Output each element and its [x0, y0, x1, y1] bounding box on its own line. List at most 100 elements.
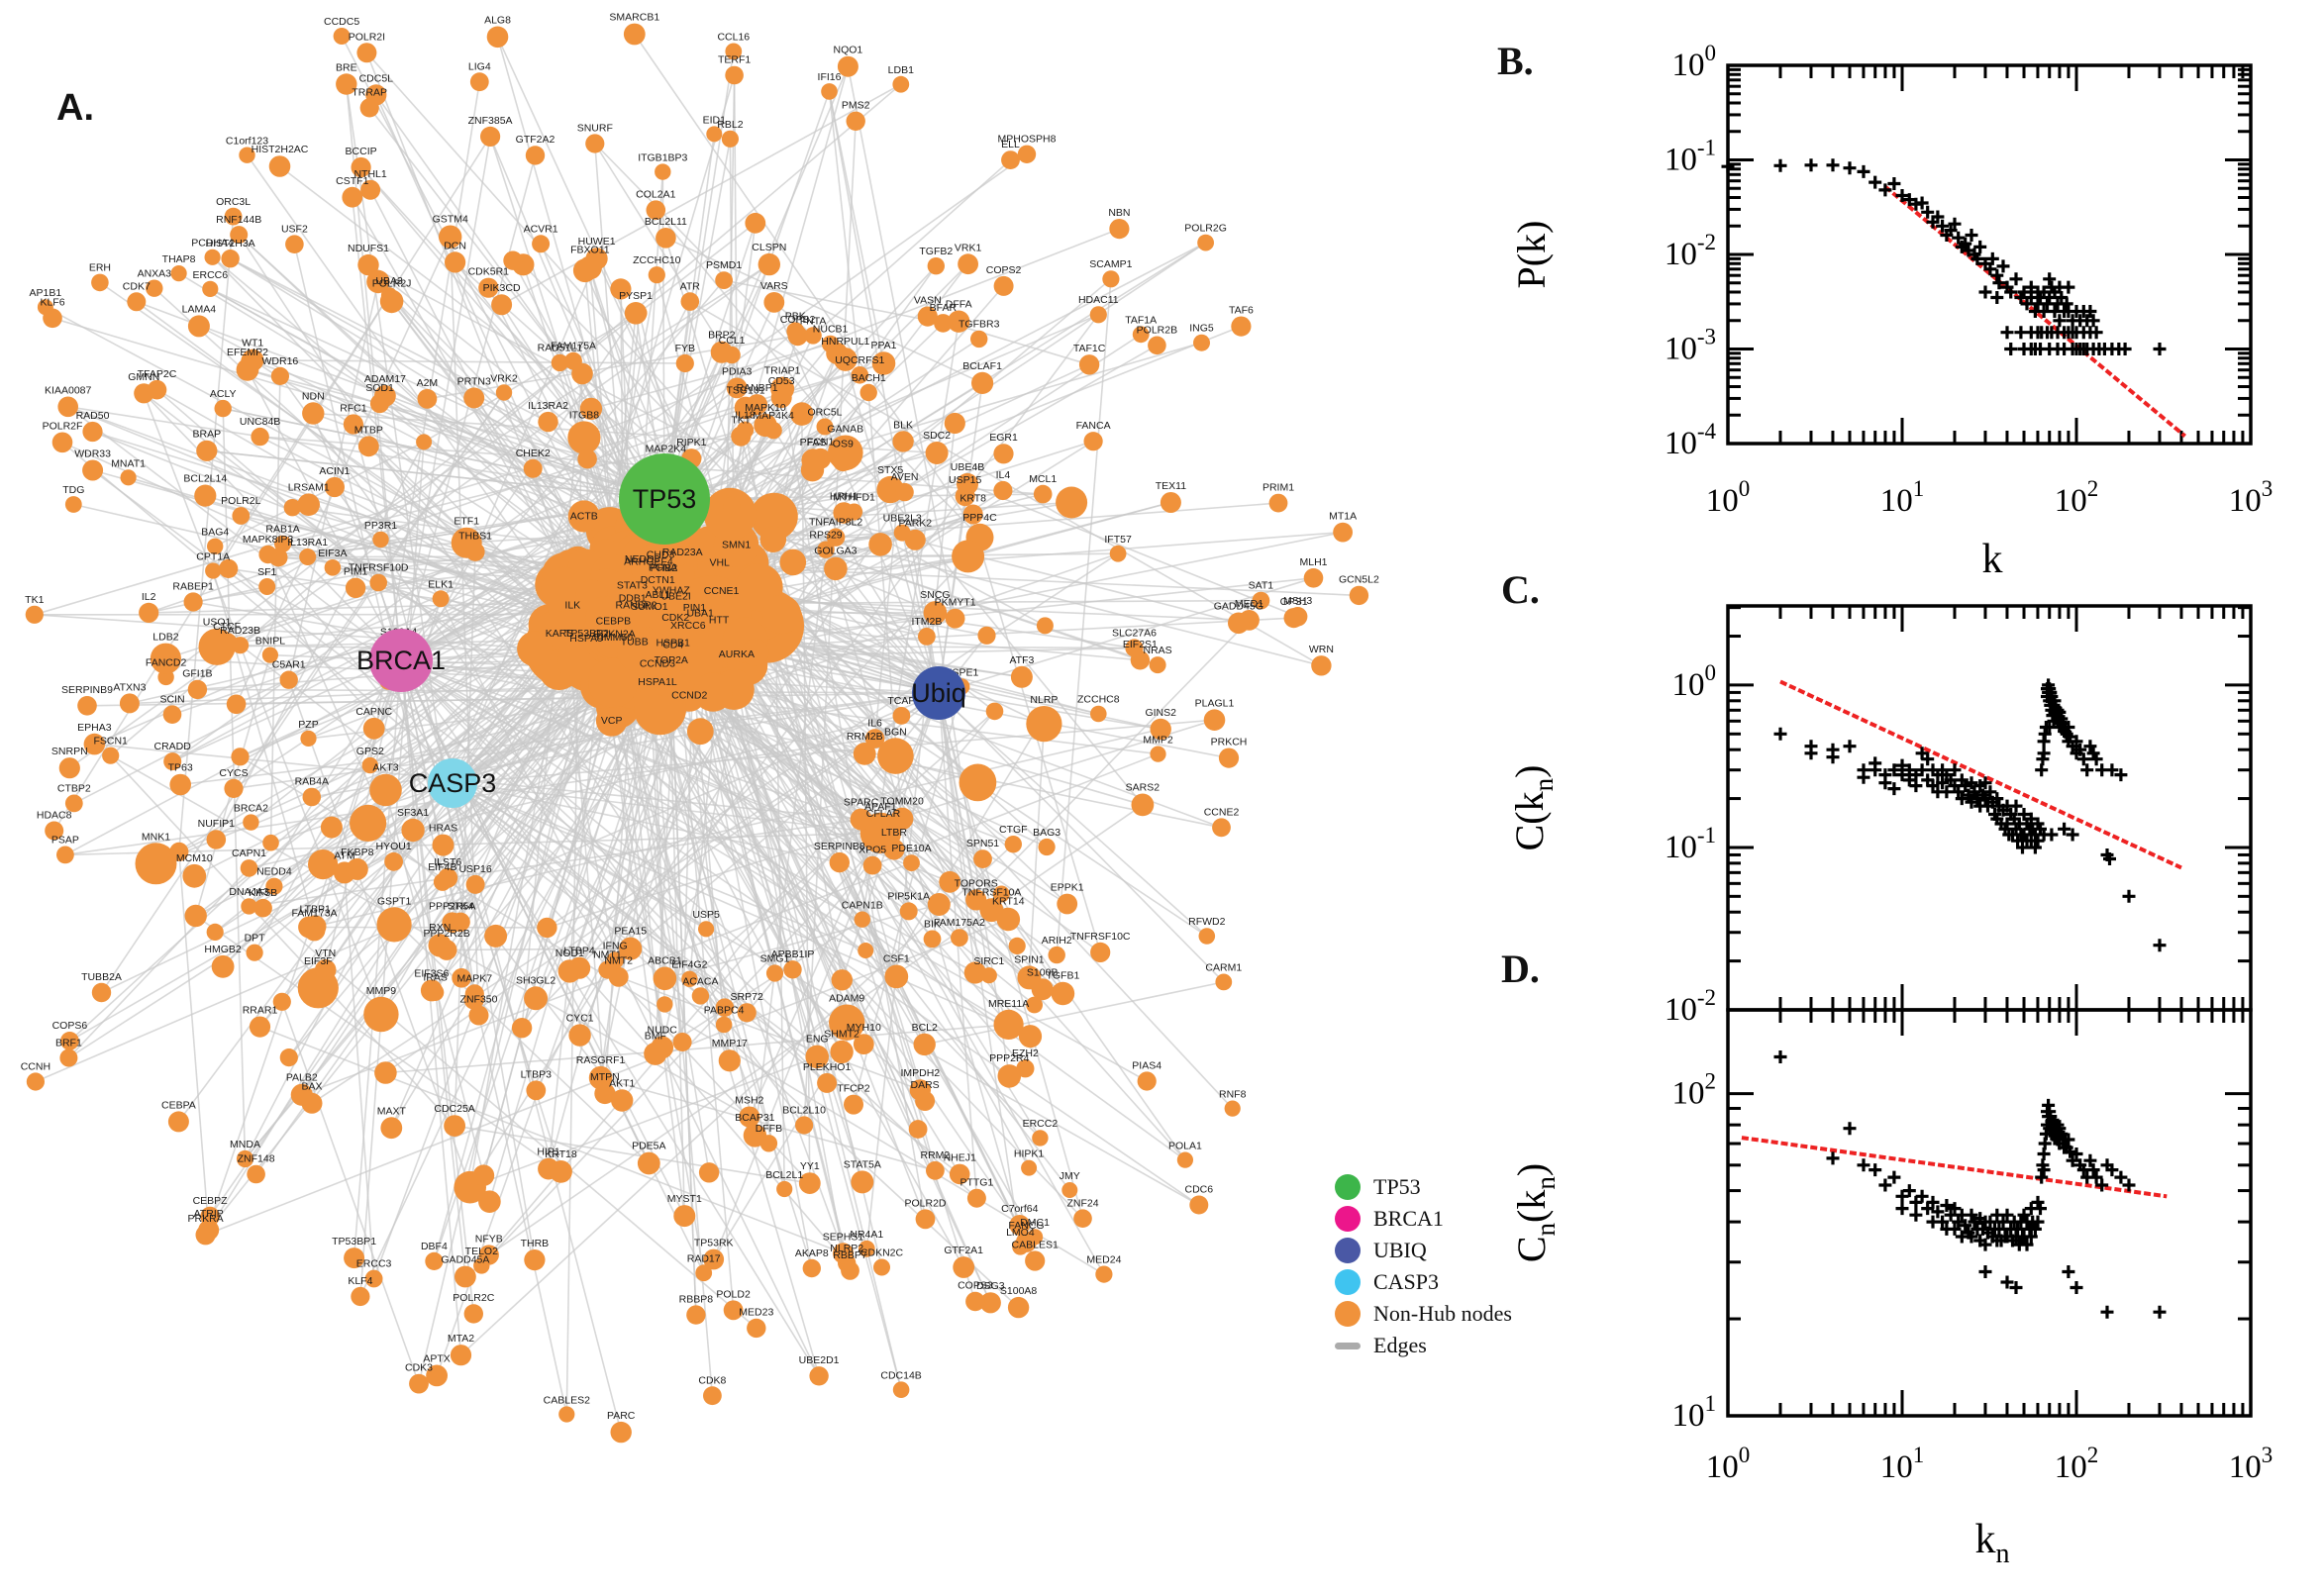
- svg-text:AKT1: AKT1: [609, 1077, 635, 1089]
- svg-text:CDC25A: CDC25A: [434, 1103, 474, 1115]
- svg-text:XRCC6: XRCC6: [670, 620, 706, 632]
- x-axis-title: kn​: [1975, 1517, 2010, 1569]
- svg-text:MYH10: MYH10: [847, 1022, 881, 1034]
- svg-text:PIP5K1A: PIP5K1A: [887, 890, 930, 902]
- svg-text:SCIN: SCIN: [159, 693, 184, 705]
- plot-frame: [1726, 1008, 2253, 1418]
- tick-label: 100: [1706, 476, 1751, 519]
- svg-text:UNC84B: UNC84B: [240, 416, 280, 428]
- svg-text:JMY: JMY: [1060, 1170, 1080, 1182]
- svg-text:GMNN: GMNN: [128, 371, 159, 383]
- svg-text:NUFIP1: NUFIP1: [198, 818, 236, 830]
- svg-text:OS9: OS9: [833, 439, 854, 450]
- svg-text:PKMYT1: PKMYT1: [935, 597, 976, 609]
- svg-text:SERPINB9: SERPINB9: [61, 684, 113, 696]
- svg-text:MTPN: MTPN: [590, 1071, 620, 1083]
- svg-text:MCL1: MCL1: [1029, 473, 1057, 485]
- node-swatch-icon: [1335, 1174, 1361, 1200]
- svg-text:NEDD8: NEDD8: [625, 553, 660, 565]
- svg-text:MYST1: MYST1: [667, 1193, 702, 1205]
- svg-text:TRIAP1: TRIAP1: [764, 365, 801, 377]
- svg-text:KRT18: KRT18: [545, 1148, 577, 1160]
- svg-text:TNFRSF10A: TNFRSF10A: [961, 886, 1021, 898]
- svg-text:C7orf64: C7orf64: [1001, 1203, 1039, 1215]
- svg-text:VRK1: VRK1: [955, 242, 982, 253]
- svg-text:BAG4: BAG4: [201, 527, 229, 539]
- tick-label: 10-3: [1665, 325, 1716, 367]
- svg-text:NTHL1: NTHL1: [354, 168, 386, 180]
- svg-text:PPP2R5A: PPP2R5A: [429, 900, 475, 912]
- legend-item-label: BRCA1: [1373, 1206, 1444, 1231]
- svg-text:SEPHS1: SEPHS1: [823, 1231, 864, 1243]
- svg-text:NLRP2: NLRP2: [830, 1243, 863, 1254]
- panel-a-label: A.: [56, 87, 94, 129]
- svg-text:MAPK8IP3: MAPK8IP3: [243, 534, 294, 546]
- svg-text:BNIPL: BNIPL: [255, 636, 286, 648]
- svg-text:BCL2L1: BCL2L1: [765, 1169, 803, 1181]
- svg-text:LDB2: LDB2: [152, 632, 178, 644]
- tick-label: 10-4: [1665, 419, 1717, 461]
- svg-text:ATXN3: ATXN3: [113, 681, 146, 693]
- plot-frame: [1726, 63, 2253, 446]
- svg-text:GTF2A1: GTF2A1: [944, 1245, 983, 1256]
- svg-text:PIN1: PIN1: [683, 602, 707, 614]
- svg-text:SOD1: SOD1: [365, 382, 394, 394]
- svg-text:EZH2: EZH2: [1012, 1047, 1039, 1059]
- svg-text:LTBP1: LTBP1: [300, 904, 331, 916]
- svg-text:ARIH2: ARIH2: [1042, 935, 1072, 947]
- svg-text:MAP4K4: MAP4K4: [753, 410, 794, 422]
- svg-text:CCND3: CCND3: [640, 657, 675, 669]
- svg-text:HDAC8: HDAC8: [37, 810, 72, 822]
- svg-text:IMPDH2: IMPDH2: [900, 1067, 940, 1079]
- y-axis-title: Cn​(kn​): [1509, 1163, 1561, 1262]
- svg-text:PARC: PARC: [607, 1410, 636, 1422]
- svg-text:CAPNC: CAPNC: [355, 706, 392, 718]
- tick-label: 102: [2055, 476, 2099, 519]
- hub-node-label: Ubiq: [911, 678, 966, 708]
- svg-text:TP63: TP63: [168, 762, 193, 774]
- svg-text:EIF3F: EIF3F: [304, 955, 333, 967]
- svg-text:CABLES1: CABLES1: [1012, 1240, 1059, 1251]
- svg-text:C5AR1: C5AR1: [272, 659, 306, 671]
- svg-text:LAMA4: LAMA4: [182, 304, 217, 316]
- svg-text:RASGRF1: RASGRF1: [576, 1054, 626, 1066]
- tick-label: 103: [2229, 476, 2273, 519]
- svg-text:NDN: NDN: [302, 390, 325, 402]
- svg-text:EIF3S6: EIF3S6: [414, 967, 449, 979]
- svg-text:ATF3: ATF3: [1009, 654, 1034, 666]
- svg-text:SPARC: SPARC: [844, 797, 879, 809]
- svg-text:PMS2: PMS2: [842, 100, 870, 112]
- svg-text:CTBP2: CTBP2: [57, 783, 91, 795]
- y-axis-title: C(kn​): [1507, 765, 1559, 851]
- svg-text:CLSPN: CLSPN: [752, 242, 786, 253]
- svg-text:HSPA1L: HSPA1L: [638, 676, 677, 688]
- svg-text:TP53RK: TP53RK: [694, 1238, 734, 1249]
- node-swatch-icon: [1335, 1238, 1361, 1263]
- svg-text:RAD17: RAD17: [687, 1252, 721, 1264]
- svg-text:MAXT: MAXT: [377, 1105, 407, 1117]
- svg-text:KIAA0087: KIAA0087: [45, 384, 91, 396]
- svg-text:HIP1: HIP1: [537, 1147, 560, 1158]
- svg-text:POLA1: POLA1: [1168, 1141, 1202, 1152]
- hub-node-label: CASP3: [409, 768, 497, 798]
- svg-text:BACH1: BACH1: [852, 372, 886, 384]
- svg-text:EIF4G2: EIF4G2: [671, 959, 707, 971]
- svg-text:ETF1: ETF1: [454, 516, 479, 528]
- svg-text:DCN: DCN: [444, 240, 466, 251]
- svg-text:USP5: USP5: [692, 909, 720, 921]
- edge-swatch-icon: [1335, 1342, 1361, 1349]
- svg-text:SERPINB8: SERPINB8: [814, 841, 865, 852]
- svg-text:CCNE2: CCNE2: [1204, 806, 1240, 818]
- svg-text:HMGB2: HMGB2: [204, 944, 242, 955]
- svg-text:IFNG: IFNG: [603, 940, 628, 951]
- svg-text:SLC27A6: SLC27A6: [1112, 627, 1157, 639]
- svg-text:UBA3: UBA3: [375, 275, 403, 287]
- svg-text:TP53BP2: TP53BP2: [564, 628, 609, 640]
- svg-text:VTN: VTN: [315, 948, 336, 959]
- svg-text:DCTN1: DCTN1: [641, 574, 675, 586]
- svg-text:PPA1: PPA1: [870, 340, 896, 351]
- svg-text:DNAJA3: DNAJA3: [229, 886, 268, 898]
- svg-text:TNFRSF10D: TNFRSF10D: [349, 562, 409, 574]
- svg-text:BCL2L11: BCL2L11: [645, 216, 687, 228]
